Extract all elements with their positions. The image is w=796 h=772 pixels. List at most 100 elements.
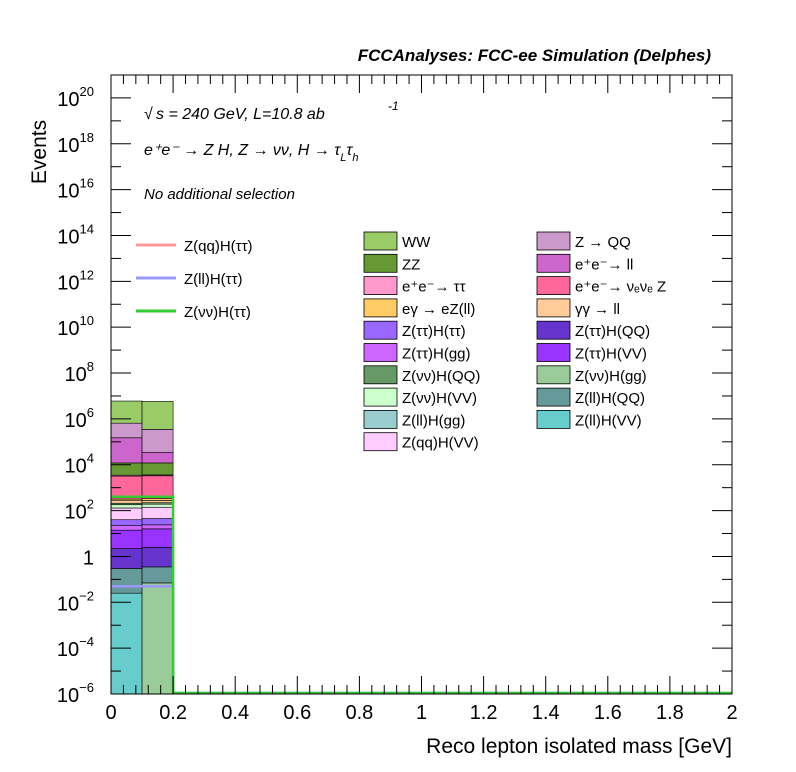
legend: Z(qq)H(ττ) Z(ll)H(ττ) Z(νν)H(ττ) WW ZZ e⁺e⁻→ … (136, 231, 666, 452)
legend-swatch (363, 320, 398, 340)
y-tick-base: 10 (65, 410, 87, 432)
signal-line-2 (111, 495, 732, 695)
y-tick-label: 1012 (57, 267, 94, 294)
stack-bar-11-bin-0 (110, 500, 143, 504)
process-tau: τ (346, 142, 353, 159)
x-tick-label: 0 (105, 702, 116, 724)
y-tick-exponent: 12 (80, 267, 94, 282)
y-tick-exponent: 8 (87, 359, 94, 374)
stack-bar-7-bin-0 (110, 519, 143, 526)
process-label: e⁺e⁻ → Z H, Z → νν, H → τLτh (144, 142, 358, 164)
legend-label: Z(ττ)H(VV) (575, 346, 647, 363)
stack-bar-1-bin-1 (141, 582, 174, 695)
signal-lines (111, 495, 732, 695)
legend-label: e⁺e⁻→ νₑνₑ Z (575, 279, 666, 296)
stack-bar-5-bin-0 (110, 529, 143, 549)
x-tick-label: 1.8 (656, 702, 684, 724)
legend-signal-label: Z(ll)H(ττ) (184, 271, 243, 288)
legend-swatch (536, 276, 571, 296)
stack-bar-3-bin-0 (110, 568, 143, 594)
x-tick-label: 1.2 (470, 702, 498, 724)
y-tick-exponent: −4 (79, 634, 94, 649)
y-tick-label: 104 (65, 451, 94, 478)
legend-label: Z(νν)H(QQ) (402, 368, 480, 385)
lumi-exponent: -1 (388, 99, 399, 113)
y-tick-label: 1016 (57, 176, 94, 203)
legend-swatch (363, 387, 398, 407)
y-tick-exponent: −6 (79, 680, 94, 695)
stack-bar-13-bin-1 (141, 475, 174, 500)
stack-bar-9-bin-0 (110, 504, 143, 509)
energy-lumi-text: s = 240 GeV, L=10.8 ab (156, 106, 325, 123)
x-tick-label: 1.6 (594, 702, 622, 724)
legend-label: Z(ll)H(VV) (575, 412, 642, 429)
chart-title: FCCAnalyses: FCC-ee Simulation (Delphes) (358, 46, 712, 65)
stack-bar-15-bin-1 (141, 462, 174, 476)
y-tick-label: 106 (65, 405, 94, 432)
legend-label: e⁺e⁻→ ττ (402, 279, 466, 296)
y-tick-label: 1020 (57, 84, 94, 111)
legend-swatch (536, 231, 571, 251)
y-tick-exponent: 10 (80, 313, 94, 328)
stack-bar-18-bin-1 (141, 401, 174, 430)
y-tick-base: 10 (57, 639, 79, 661)
legend-swatch (536, 387, 571, 407)
y-tick-exponent: 16 (80, 176, 94, 191)
y-tick-base: 10 (57, 318, 79, 340)
legend-label: eγ → eZ(ll) (402, 301, 475, 318)
y-tick-base: 10 (57, 226, 79, 248)
y-tick-label: 1018 (57, 130, 94, 157)
legend-swatch (363, 432, 398, 452)
y-tick-label: 1014 (57, 221, 94, 248)
y-tick-exponent: 14 (80, 221, 94, 236)
y-tick-exponent: 20 (80, 84, 94, 99)
y-tick-base: 10 (65, 456, 87, 478)
stack-bar-2-bin-0 (110, 592, 143, 695)
stack-bar-8-bin-0 (110, 507, 143, 521)
energy-lumi-label: √ s = 240 GeV, L=10.8 ab -1 (144, 99, 399, 123)
stack-bar-4-bin-0 (110, 548, 143, 569)
legend-swatch (536, 320, 571, 340)
legend-label: γγ → ll (575, 301, 620, 318)
legend-signal-label: Z(νν)H(ττ) (184, 304, 251, 321)
legend-swatch (363, 298, 398, 318)
y-tick-label: 102 (65, 497, 94, 524)
legend-label: Z → QQ (575, 234, 631, 251)
y-tick-label: 10−6 (57, 680, 94, 707)
legend-label: Z(ττ)H(QQ) (575, 323, 650, 340)
legend-swatch (536, 298, 571, 318)
x-tick-label: 0.6 (283, 702, 311, 724)
legend-label: e⁺e⁻→ ll (575, 256, 633, 273)
y-tick-base: 10 (65, 502, 87, 524)
legend-label: Z(ll)H(QQ) (575, 390, 645, 407)
legend-swatch (363, 253, 398, 273)
x-tick-label: 1.4 (532, 702, 560, 724)
legend-swatch (536, 365, 571, 385)
legend-label: Z(ll)H(gg) (402, 412, 465, 429)
legend-label: ZZ (402, 256, 420, 273)
stack-bar-6-bin-1 (141, 524, 174, 530)
stack-bar-5-bin-1 (141, 528, 174, 548)
stack-bar-6-bin-0 (110, 525, 143, 531)
legend-swatch (363, 343, 398, 362)
stack-bar-17-bin-0 (110, 422, 143, 439)
legend-label: Z(qq)H(VV) (402, 435, 479, 452)
stack-bar-9-bin-1 (141, 503, 174, 508)
legend-label: Z(νν)H(VV) (402, 390, 477, 407)
x-axis-label: Reco lepton isolated mass [GeV] (426, 735, 732, 758)
stack-bar-4-bin-1 (141, 547, 174, 568)
selection-label: No additional selection (144, 186, 295, 203)
stack-bar-3-bin-1 (141, 566, 174, 584)
sqrt-symbol: √ (144, 106, 153, 123)
y-tick-exponent: 18 (80, 130, 94, 145)
process-main: e⁺e⁻ → Z H, Z → νν, H → τ (144, 142, 341, 159)
y-tick-base: 10 (65, 364, 87, 386)
histogram-stack (110, 400, 174, 695)
stack-bar-18-bin-0 (110, 400, 143, 424)
x-tick-label: 0.8 (345, 702, 373, 724)
y-tick-exponent: 2 (87, 497, 94, 512)
y-tick-base: 10 (57, 89, 79, 111)
y-tick-exponent: −2 (79, 588, 94, 603)
legend-label: WW (402, 234, 431, 251)
